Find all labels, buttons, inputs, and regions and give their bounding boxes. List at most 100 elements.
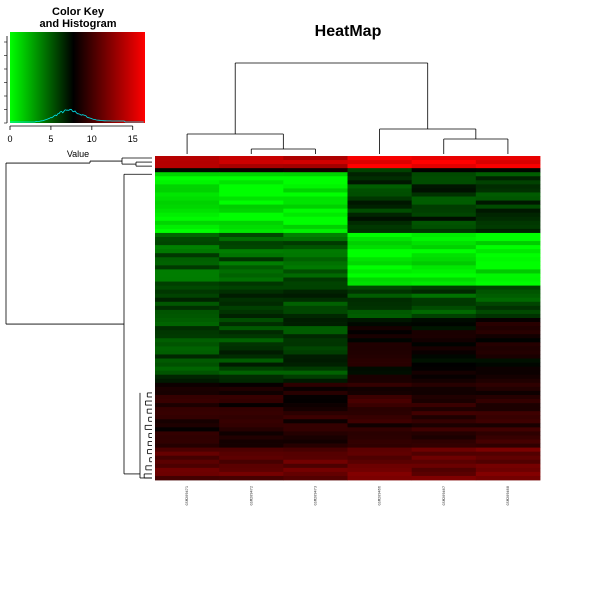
- heatmap-cell: [347, 399, 413, 404]
- heatmap-cell: [475, 370, 541, 376]
- heatmap-cell: [347, 305, 413, 311]
- heatmap-cell: [155, 431, 220, 436]
- heatmap-cell: [411, 200, 477, 205]
- heatmap-cell: [347, 241, 413, 246]
- heatmap-cell: [155, 330, 220, 335]
- heatmap-cell: [219, 350, 284, 355]
- heatmap-cell: [411, 459, 477, 465]
- heatmap-cell: [475, 196, 541, 201]
- heatmap-cell: [347, 281, 413, 286]
- heatmap-cell: [283, 318, 348, 323]
- heatmap-cell: [347, 403, 413, 408]
- heatmap-cell: [411, 350, 477, 355]
- heatmap-cell: [411, 257, 477, 262]
- heatmap-cell: [475, 224, 541, 230]
- heatmap-cell: [347, 419, 413, 424]
- heatmap-cell: [219, 318, 284, 323]
- heatmap-cell: [283, 366, 348, 372]
- heatmap-cell: [283, 208, 348, 214]
- heatmap-cell: [155, 261, 220, 266]
- heatmap-cell: [411, 471, 477, 477]
- heatmap-cell: [411, 463, 477, 469]
- heatmap-cell: [347, 172, 413, 177]
- heatmap-cell: [283, 160, 348, 165]
- heatmap-cell: [283, 334, 348, 339]
- heatmap-cell: [347, 208, 413, 214]
- heatmap-cell: [475, 463, 541, 469]
- heatmap-cell: [283, 354, 348, 359]
- color-key-title-line1: Color Key: [52, 6, 105, 18]
- heatmap-cell: [475, 188, 541, 193]
- heatmap-cell: [347, 232, 413, 238]
- heatmap-cell: [347, 297, 413, 303]
- heatmap-cell: [155, 411, 220, 416]
- heatmap-cell: [411, 232, 477, 238]
- heatmap-cell: [219, 423, 284, 428]
- heatmap-cell: [475, 322, 541, 327]
- heatmap-cell: [283, 439, 348, 444]
- heatmap-cell: [411, 467, 477, 473]
- heatmap-cell: [283, 249, 348, 254]
- heatmap-cell: [155, 463, 220, 469]
- heatmap-cell: [219, 366, 284, 372]
- heatmap-cell: [475, 289, 541, 295]
- heatmap-cell: [219, 224, 284, 230]
- heatmap-cell: [283, 232, 348, 238]
- heatmap-cell: [475, 297, 541, 303]
- heatmap-cell: [155, 362, 220, 367]
- heatmap-cell: [283, 431, 348, 436]
- heatmap-cell: [347, 293, 413, 299]
- heatmap-cell: [475, 451, 541, 457]
- heatmap-cell: [283, 374, 348, 380]
- heatmap-cell: [347, 407, 413, 412]
- heatmap-cell: [155, 160, 220, 165]
- heatmap-cell: [475, 435, 541, 440]
- heatmap-cell: [411, 204, 477, 210]
- heatmap-cell: [347, 443, 413, 448]
- heatmap-cell: [219, 257, 284, 262]
- heatmap-cell: [219, 172, 284, 177]
- heatmap-cell: [219, 241, 284, 246]
- heatmap-cell: [155, 326, 220, 331]
- heatmap-cell: [347, 313, 413, 319]
- heatmap-cell: [411, 374, 477, 380]
- heatmap-cell: [155, 188, 220, 193]
- heatmap-cell: [283, 309, 348, 315]
- heatmap-cell: [347, 463, 413, 469]
- heatmap-cell: [155, 176, 220, 181]
- heatmap-cell: [283, 184, 348, 189]
- heatmap-cell: [347, 180, 413, 185]
- heatmap-cell: [283, 212, 348, 218]
- heatmap-cell: [347, 220, 413, 226]
- heatmap-cell: [155, 228, 220, 234]
- column-label: GSM209467: [442, 486, 446, 505]
- heatmap-cell: [475, 192, 541, 197]
- heatmap-cell: [475, 358, 541, 363]
- heatmap-cell: [283, 419, 348, 424]
- heatmap-cell: [411, 443, 477, 448]
- heatmap-cell: [347, 471, 413, 477]
- heatmap-cell: [411, 245, 477, 250]
- heatmap-cell: [219, 208, 284, 214]
- heatmap-cell: [411, 281, 477, 286]
- heatmap-cell: [155, 394, 220, 400]
- color-key-y-axis: [4, 36, 8, 124]
- heatmap-cell: [155, 212, 220, 218]
- heatmap-cell: [155, 451, 220, 457]
- heatmap-cell: [219, 188, 284, 193]
- heatmap-cell: [475, 212, 541, 218]
- heatmap-cell: [347, 184, 413, 189]
- heatmap-cell: [347, 188, 413, 193]
- heatmap-cell: [347, 249, 413, 254]
- heatmap-cell: [411, 220, 477, 226]
- color-key-gradient: [10, 32, 145, 123]
- heatmap-cell: [347, 245, 413, 250]
- heatmap-cell: [475, 305, 541, 311]
- heatmap-cell: [283, 342, 348, 347]
- heatmap-cell: [475, 245, 541, 250]
- heatmap-cell: [475, 176, 541, 181]
- heatmap-cell: [283, 386, 348, 392]
- heatmap-cell: [283, 257, 348, 262]
- heatmap-cell: [475, 459, 541, 465]
- heatmap-cell: [155, 245, 220, 250]
